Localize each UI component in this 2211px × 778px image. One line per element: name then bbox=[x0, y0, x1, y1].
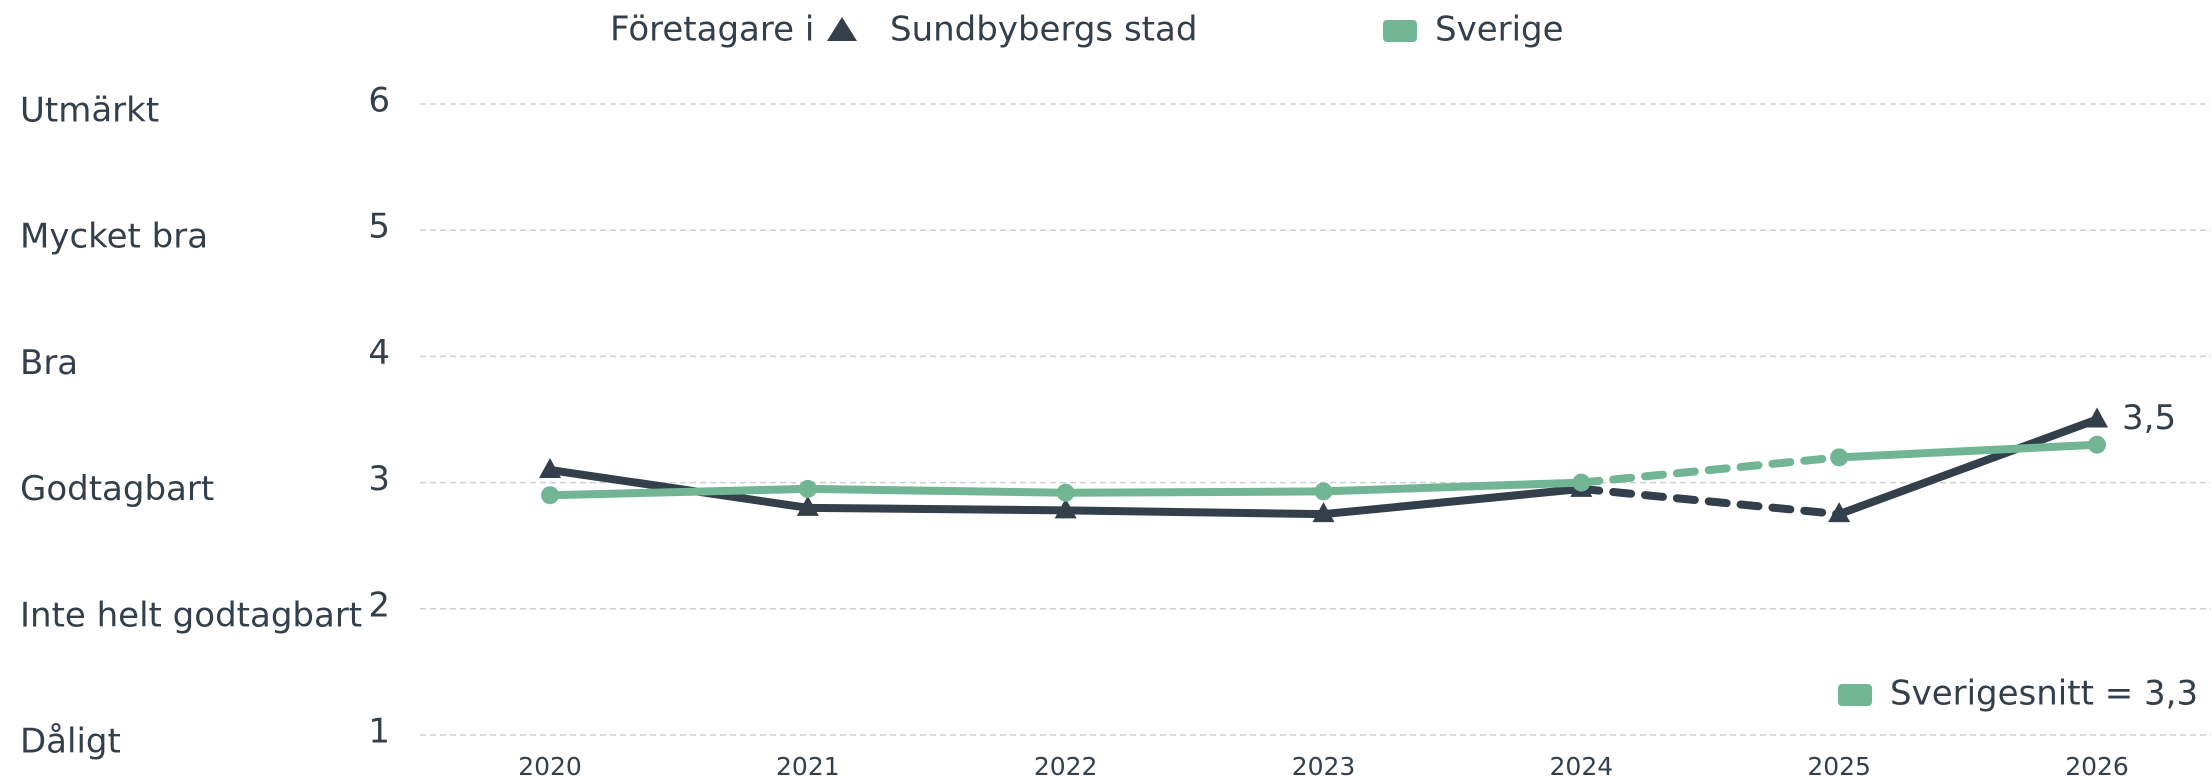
y-tick-name: Inte helt godtagbart bbox=[20, 595, 362, 635]
line-segment bbox=[1319, 484, 1586, 519]
y-tick-label: 1 bbox=[368, 712, 390, 752]
y-tick-label: 2 bbox=[368, 585, 390, 625]
y-tick-label: 3 bbox=[368, 459, 390, 499]
marker bbox=[1830, 448, 1849, 467]
legend-label: Sundbybergs stad bbox=[890, 10, 1197, 50]
marker bbox=[2088, 435, 2106, 454]
value-label: 3,5 bbox=[2122, 398, 2176, 438]
legend-marker bbox=[1383, 20, 1417, 42]
y-tick-name: Dåligt bbox=[20, 722, 121, 762]
x-tick-label: 2025 bbox=[1807, 752, 1871, 778]
x-tick-label: 2021 bbox=[776, 752, 840, 778]
x-tick-label: 2022 bbox=[1034, 752, 1098, 778]
line-segment bbox=[1061, 487, 1328, 497]
marker bbox=[1314, 482, 1333, 501]
marker bbox=[798, 479, 817, 498]
marker bbox=[2086, 407, 2108, 428]
line-segment bbox=[1577, 484, 1844, 519]
line-segment bbox=[1577, 453, 1844, 487]
x-tick-label: 2026 bbox=[2065, 752, 2129, 778]
marker bbox=[1572, 473, 1591, 492]
y-tick-name: Mycket bra bbox=[20, 217, 208, 257]
line-segment bbox=[803, 503, 1070, 515]
marker bbox=[1828, 502, 1851, 523]
legend-title: Företagare i bbox=[610, 10, 814, 50]
marker bbox=[1056, 483, 1075, 502]
line-segment bbox=[803, 484, 1070, 497]
y-tick-name: Godtagbart bbox=[20, 469, 214, 509]
x-tick-label: 2020 bbox=[518, 752, 582, 778]
y-tick-label: 5 bbox=[368, 207, 390, 247]
legend-label: Sverige bbox=[1435, 10, 1564, 50]
marker bbox=[539, 457, 561, 478]
marker bbox=[541, 486, 559, 505]
y-tick-label: 4 bbox=[368, 333, 390, 373]
annotation-marker bbox=[1838, 684, 1872, 706]
y-tick-name: Bra bbox=[20, 343, 78, 383]
annotation: Sverigesnitt = 3,3 bbox=[1890, 674, 2198, 714]
line-segment bbox=[1835, 440, 2101, 462]
line-segment bbox=[546, 484, 812, 500]
y-tick-label: 6 bbox=[368, 81, 390, 121]
line-segment bbox=[1319, 478, 1586, 496]
x-tick-label: 2024 bbox=[1550, 752, 1614, 778]
legend-marker bbox=[827, 17, 857, 41]
marker bbox=[1312, 502, 1335, 523]
marker bbox=[1054, 498, 1077, 519]
line-segment bbox=[1835, 415, 2101, 519]
line-segment bbox=[1061, 506, 1328, 519]
marker bbox=[796, 495, 819, 516]
x-tick-label: 2023 bbox=[1292, 752, 1356, 778]
y-tick-name: Utmärkt bbox=[20, 91, 159, 131]
